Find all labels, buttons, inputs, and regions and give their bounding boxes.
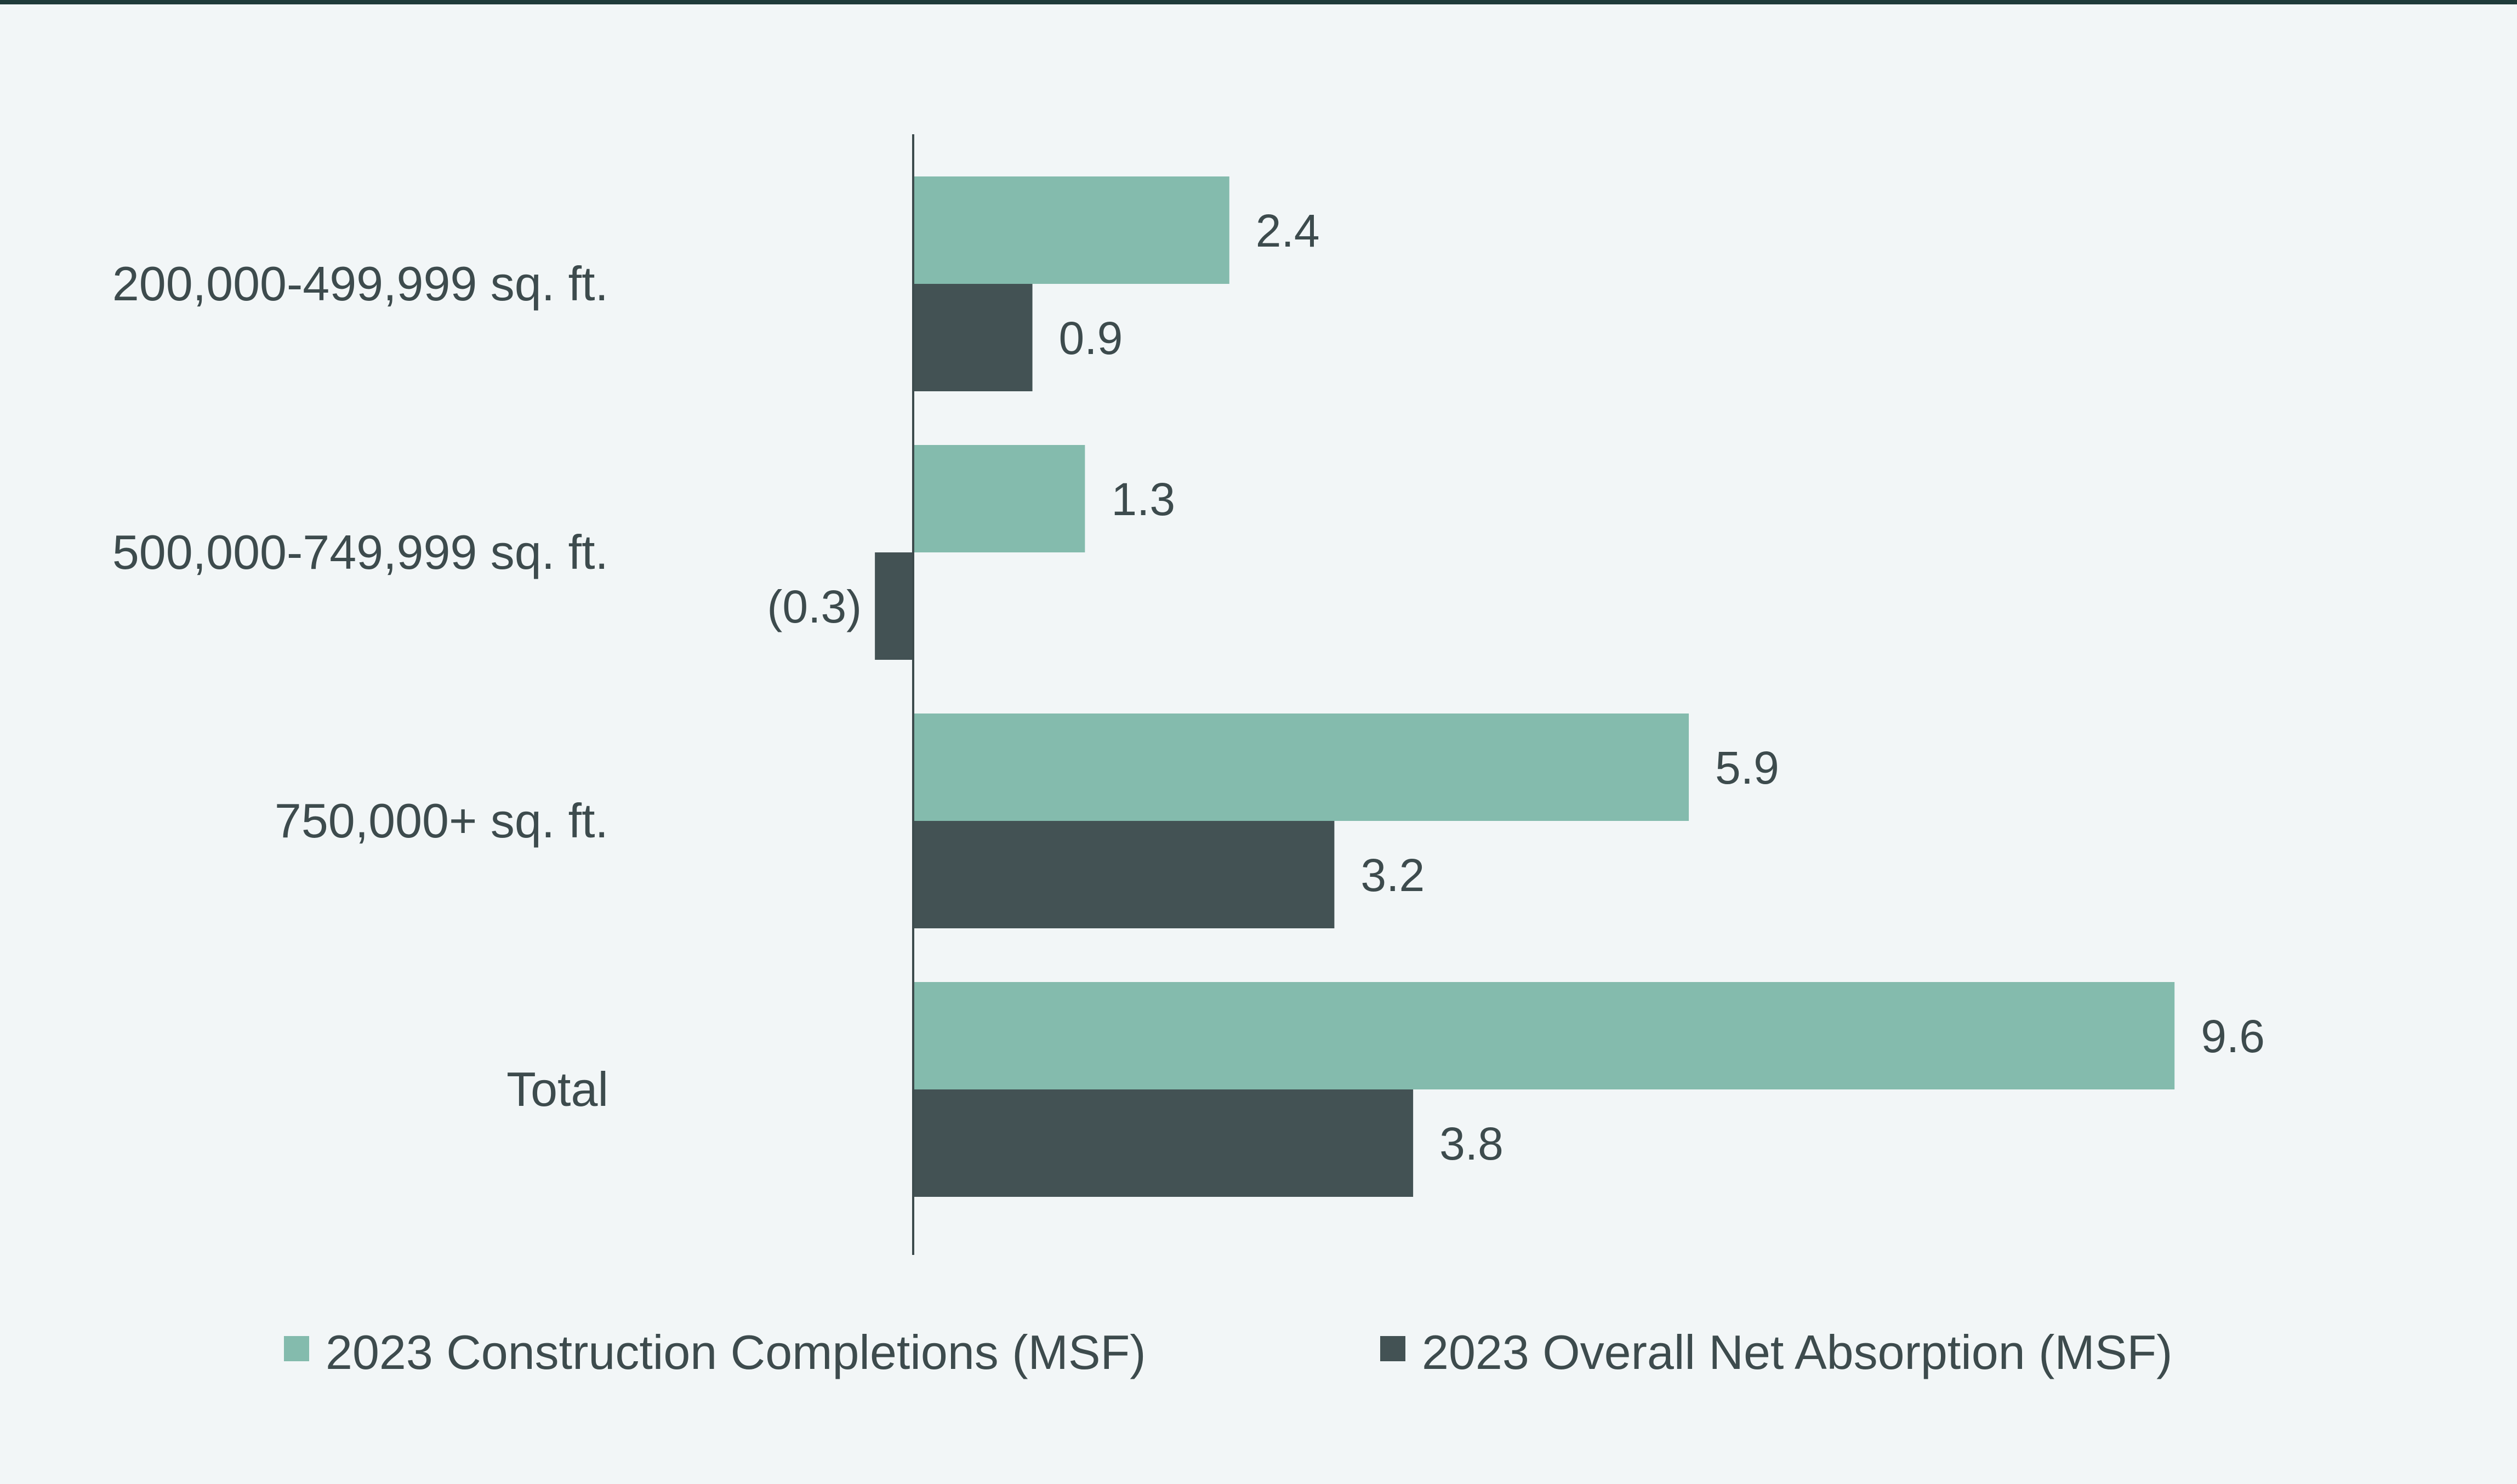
bar-absorption-750-000-sq-ft	[914, 821, 1335, 928]
bar-absorption-200-000-499-999-sq-ft	[914, 284, 1033, 391]
value-label-completions-200-000-499-999-sq-ft: 2.4	[1256, 205, 1320, 256]
category-label-500-000-749-999-sq-ft: 500,000-749,999 sq. ft.	[112, 525, 608, 579]
category-label-200-000-499-999-sq-ft: 200,000-499,999 sq. ft.	[112, 256, 608, 311]
bar-completions-500-000-749-999-sq-ft	[914, 445, 1085, 552]
bar-completions-total	[914, 982, 2175, 1089]
legend-swatch-absorption	[1380, 1336, 1405, 1361]
value-label-completions-total: 9.6	[2201, 1011, 2265, 1062]
legend: 2023 Construction Completions (MSF) 2023…	[284, 1325, 2172, 1379]
value-label-absorption-total: 3.8	[1439, 1118, 1504, 1169]
value-label-absorption-200-000-499-999-sq-ft: 0.9	[1059, 312, 1123, 364]
bar-completions-750-000-sq-ft	[914, 714, 1689, 821]
category-label-total: Total	[506, 1062, 608, 1116]
value-label-absorption-500-000-749-999-sq-ft: (0.3)	[767, 581, 862, 632]
category-label-750-000-sq-ft: 750,000+ sq. ft.	[275, 794, 608, 848]
category-labels: 200,000-499,999 sq. ft. 500,000-749,999 s…	[112, 256, 608, 1116]
legend-label-absorption: 2023 Overall Net Absorption (MSF)	[1422, 1325, 2172, 1379]
value-label-absorption-750-000-sq-ft: 3.2	[1360, 849, 1425, 901]
value-label-completions-500-000-749-999-sq-ft: 1.3	[1111, 473, 1175, 525]
bar-absorption-total	[914, 1089, 1414, 1197]
bar-absorption-500-000-749-999-sq-ft	[875, 552, 914, 660]
bar-completions-200-000-499-999-sq-ft	[914, 176, 1229, 284]
value-label-completions-750-000-sq-ft: 5.9	[1715, 742, 1779, 794]
bars-group	[875, 176, 2175, 1197]
value-labels: 2.4 0.9 1.3 (0.3) 5.9 3.2 9.6 3.8	[767, 205, 2265, 1169]
top-rule	[0, 0, 2517, 4]
legend-label-completions: 2023 Construction Completions (MSF)	[326, 1325, 1146, 1379]
legend-swatch-completions	[284, 1336, 309, 1361]
